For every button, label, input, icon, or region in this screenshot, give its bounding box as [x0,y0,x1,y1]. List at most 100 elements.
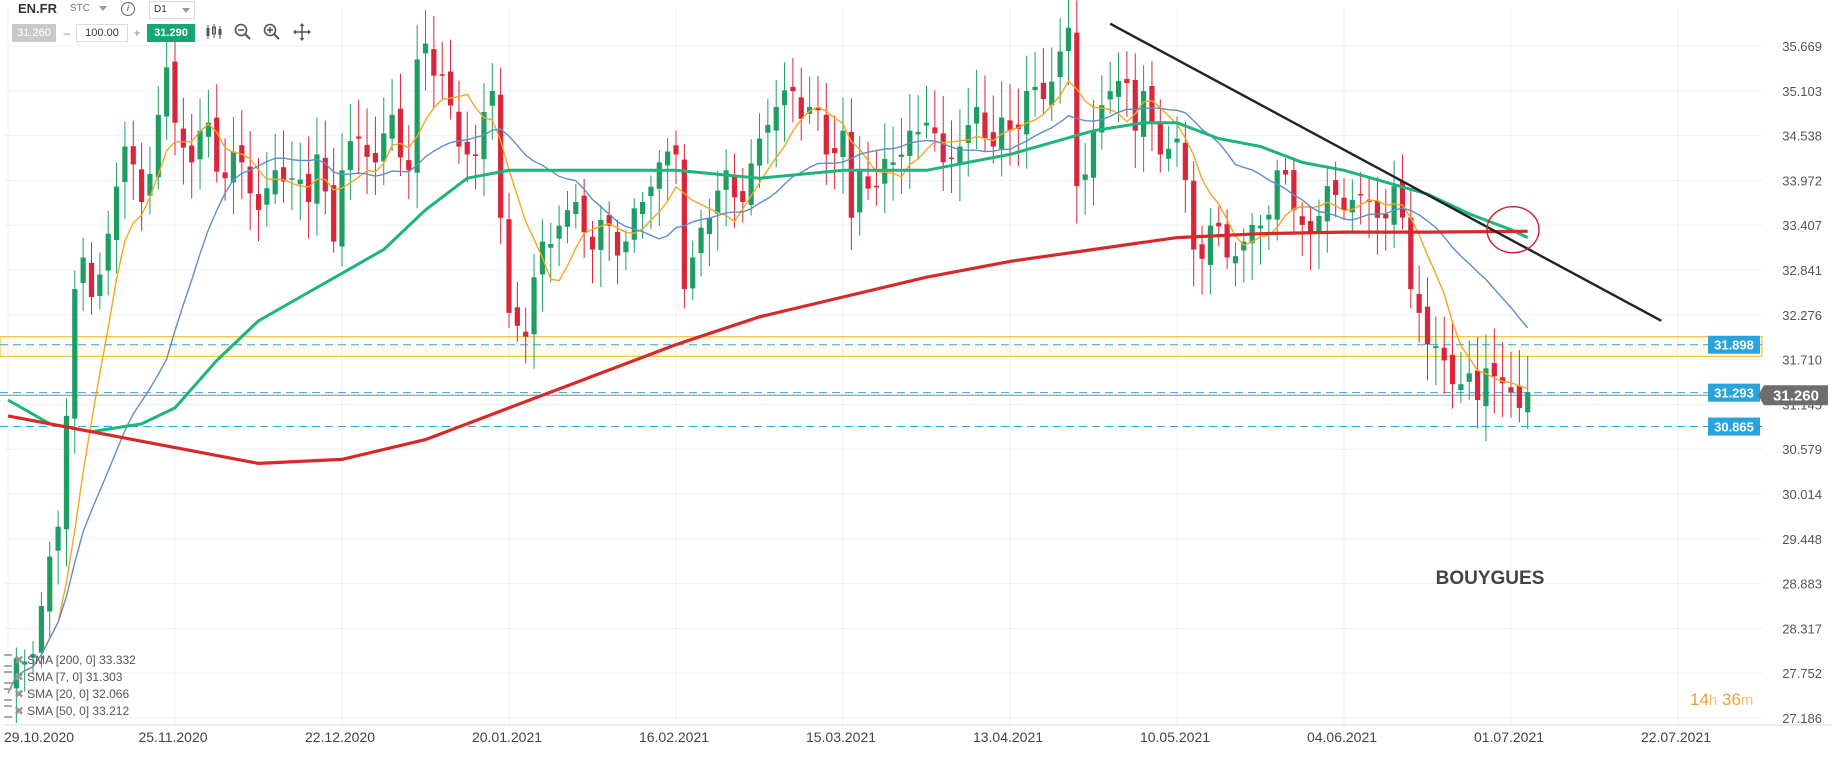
candle-body [1316,215,1322,233]
sma-50-line [7,121,1529,434]
close-icon[interactable]: ✖ [14,670,25,684]
timeframe-select[interactable]: D1 [149,1,195,19]
legend-label: SMA [200, 0] 33.332 [27,653,136,667]
candle-body [164,67,170,117]
trendline [1109,22,1662,322]
candle-body [1174,138,1180,143]
candle-body [222,172,228,179]
candle-body [55,526,61,551]
candle-body [523,331,529,337]
candle-body [1374,200,1380,218]
legend-item[interactable]: ✖ SMA [7, 0] 31.303 [4,669,136,686]
sell-price-button[interactable]: 31.260 [12,24,56,42]
candle-body [372,152,378,163]
zoom-in-icon[interactable] [262,22,282,42]
candle-body [389,114,395,139]
chart-annotation: BOUYGUES [1436,568,1545,589]
close-icon[interactable]: ✖ [14,687,25,701]
candle-body [974,106,980,124]
candle-body [1291,170,1297,210]
y-tick-label: 30.579 [1782,442,1822,457]
y-tick-label: 31.710 [1782,353,1822,368]
timer-minutes-unit: m [1740,692,1754,709]
zoom-out-icon[interactable] [233,22,253,42]
candle-body [1124,78,1130,84]
drag-handle-icon[interactable] [4,688,12,702]
candle-body [1333,180,1339,196]
drag-handle-icon[interactable] [4,705,12,719]
price-level-tag [1708,335,1760,354]
candle-body [690,257,696,289]
candle-body [1157,123,1163,155]
candle-body [1065,27,1072,52]
candle-body [105,233,111,271]
x-axis: 29.10.2020 25.11.2020 22.12.2020 20.01.2021… [4,729,1711,745]
candle-body [489,91,495,106]
market-label[interactable]: STC [70,3,90,14]
candle-body [1341,197,1347,210]
candle-body [1408,217,1414,290]
candle-body [832,148,838,154]
timer-minutes: 36 [1722,690,1741,709]
candle-body [606,215,612,226]
current-price-tag [1758,385,1828,406]
candle-body [1199,244,1205,259]
candle-body [1483,368,1489,407]
candle-body [999,117,1005,149]
y-tick-label: 29.448 [1782,532,1822,547]
x-tick-label: 01.07.2021 [1474,729,1544,745]
market-chevron-down-icon[interactable] [99,6,107,11]
candle-body [1299,216,1305,225]
candle-body [731,175,738,198]
resistance-zone-rect [0,335,1763,358]
candle-body [765,124,771,133]
symbol-label[interactable]: EN.FR [18,1,57,16]
candle-body [456,111,462,147]
candle-countdown: 14h 36m [1690,690,1753,710]
candle-body [1032,86,1038,91]
candle-body [205,122,211,137]
drag-handle-icon[interactable] [4,671,12,685]
quantity-decrease-button[interactable]: – [63,26,71,40]
x-tick-label: 10.05.2021 [1140,729,1210,745]
candle-body [498,94,504,218]
candle-body [1224,224,1230,258]
candle-body [473,154,479,156]
quantity-input[interactable]: 100.00 [76,24,128,42]
candle-body [1282,170,1289,175]
candle-body [698,227,704,254]
candle-body [990,132,996,147]
candle-body [80,257,86,284]
candle-body [1399,181,1406,218]
candle-body [255,194,262,210]
candle-body [1166,148,1172,159]
close-icon[interactable]: ✖ [14,704,25,718]
close-icon[interactable]: ✖ [14,653,25,667]
candle-body [1099,105,1105,133]
candle-type-icon[interactable] [204,22,224,42]
candle-body [773,106,779,131]
x-tick-label: 16.02.2021 [639,729,709,745]
candle-body [857,170,863,213]
candle-body [356,136,362,139]
crosshair-icon[interactable] [292,22,312,42]
candle-body [155,114,161,178]
quantity-increase-button[interactable]: + [133,26,141,40]
candle-body [1257,225,1264,229]
legend-item[interactable]: ✖ SMA [50, 0] 33.212 [4,703,136,720]
candle-body [1074,32,1080,187]
candle-body [573,201,579,215]
drag-handle-icon[interactable] [4,654,12,668]
candle-body [230,151,237,183]
buy-price-button[interactable]: 31.290 [147,24,195,42]
x-tick-label: 20.01.2021 [472,729,542,745]
x-tick-label: 22.12.2020 [305,729,375,745]
legend-item[interactable]: ✖ SMA [20, 0] 32.066 [4,686,136,703]
candle-body [965,125,971,143]
candle-body [1383,214,1389,219]
info-icon[interactable]: i [121,2,135,16]
candle-body [1191,180,1197,250]
candle-body [790,86,796,92]
legend-item[interactable]: ✖ SMA [200, 0] 33.332 [4,652,136,669]
